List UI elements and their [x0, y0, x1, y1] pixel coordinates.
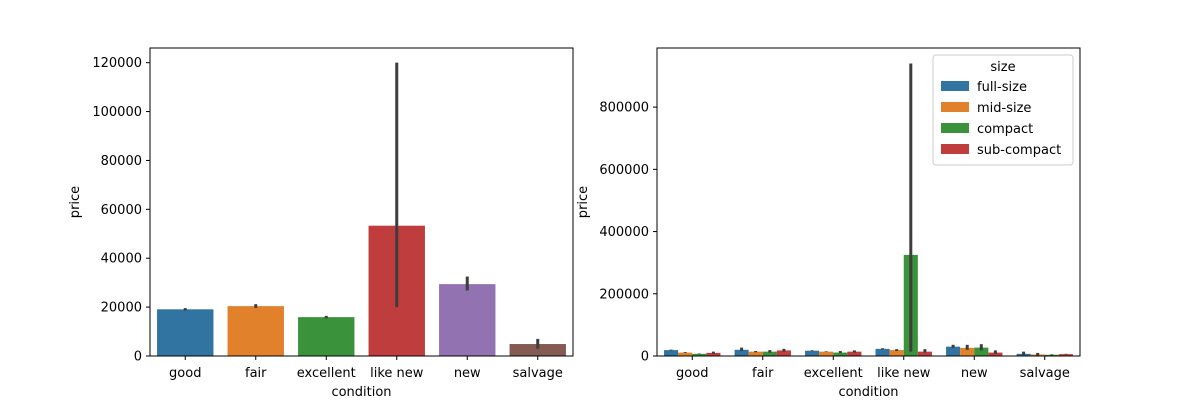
bar-full-size-new [946, 346, 961, 356]
bar-new [439, 284, 496, 356]
x-tick-label: good [169, 366, 201, 381]
bar-compact-good [692, 353, 707, 356]
x-tick-label: fair [752, 366, 774, 381]
bar-compact-excellent [833, 352, 848, 356]
x-tick-label: new [961, 366, 988, 381]
bar-mid-size-like-new [889, 350, 904, 356]
x-tick-label: salvage [1020, 366, 1070, 381]
legend-label-sub-compact: sub-compact [977, 143, 1061, 158]
bar-good [157, 309, 214, 356]
y-tick-label: 100000 [92, 105, 142, 120]
bar-full-size-like-new [875, 348, 890, 356]
y-tick-label: 200000 [599, 287, 649, 302]
legend-swatch-sub-compact [941, 144, 969, 154]
axes-frame [656, 47, 1081, 357]
bar-compact-new [974, 347, 989, 356]
bar-sub-compact-good [706, 352, 721, 356]
x-tick-label: excellent [804, 366, 863, 381]
x-tick-label: like new [877, 366, 931, 381]
x-axis-label: condition [331, 385, 391, 400]
bar-sub-compact-salvage [1058, 354, 1073, 356]
bar-fair [227, 306, 284, 356]
legend-label-full-size: full-size [977, 80, 1027, 95]
bar-full-size-good [664, 350, 679, 356]
bar-sub-compact-excellent [847, 351, 862, 356]
y-tick-label: 20000 [101, 301, 142, 316]
y-tick-label: 40000 [101, 252, 142, 267]
bar-salvage [509, 344, 566, 356]
legend-label-mid-size: mid-size [977, 101, 1031, 116]
legend: size full-size mid-size compact sub-compact [932, 54, 1074, 166]
x-tick-label: like new [370, 366, 424, 381]
legend-swatch-full-size [941, 81, 969, 91]
y-tick-label: 800000 [599, 101, 649, 116]
bar-mid-size-fair [748, 351, 763, 356]
legend-swatch-mid-size [941, 102, 969, 112]
bar-full-size-fair [734, 349, 749, 356]
y-tick-label: 0 [641, 350, 649, 365]
bar-mid-size-new [960, 347, 975, 356]
bar-mid-size-good [678, 352, 693, 356]
bar-sub-compact-new [988, 352, 1003, 356]
bar-mid-size-excellent [819, 351, 834, 356]
y-tick-label: 400000 [599, 225, 649, 240]
right-chart: good fair excellent like new new salvage 0 2000… [576, 47, 1081, 400]
y-axis-label: price [576, 186, 591, 218]
bar-sub-compact-like-new [917, 351, 932, 356]
x-tick-label: new [454, 366, 481, 381]
x-tick-label: excellent [297, 366, 356, 381]
y-axis-label: price [68, 186, 83, 218]
x-tick-label: good [676, 366, 708, 381]
bar-sub-compact-fair [776, 350, 791, 356]
legend-label-compact: compact [977, 122, 1033, 137]
bar-compact-salvage [1044, 354, 1059, 356]
bar-full-size-excellent [805, 350, 820, 356]
left-chart: good fair excellent like new new salvage 0 2000… [68, 47, 574, 400]
legend-swatch-compact [941, 123, 969, 133]
bar-excellent [298, 317, 355, 356]
y-tick-label: 0 [134, 350, 142, 365]
y-tick-label: 600000 [599, 163, 649, 178]
legend-title: size [990, 60, 1015, 75]
y-tick-label: 120000 [92, 56, 142, 71]
x-tick-label: salvage [513, 366, 563, 381]
axes-frame [149, 47, 574, 357]
bar-compact-fair [762, 351, 777, 356]
y-tick-label: 60000 [101, 203, 142, 218]
x-axis-label: condition [838, 385, 898, 400]
x-tick-label: fair [245, 366, 267, 381]
y-tick-label: 80000 [101, 154, 142, 169]
